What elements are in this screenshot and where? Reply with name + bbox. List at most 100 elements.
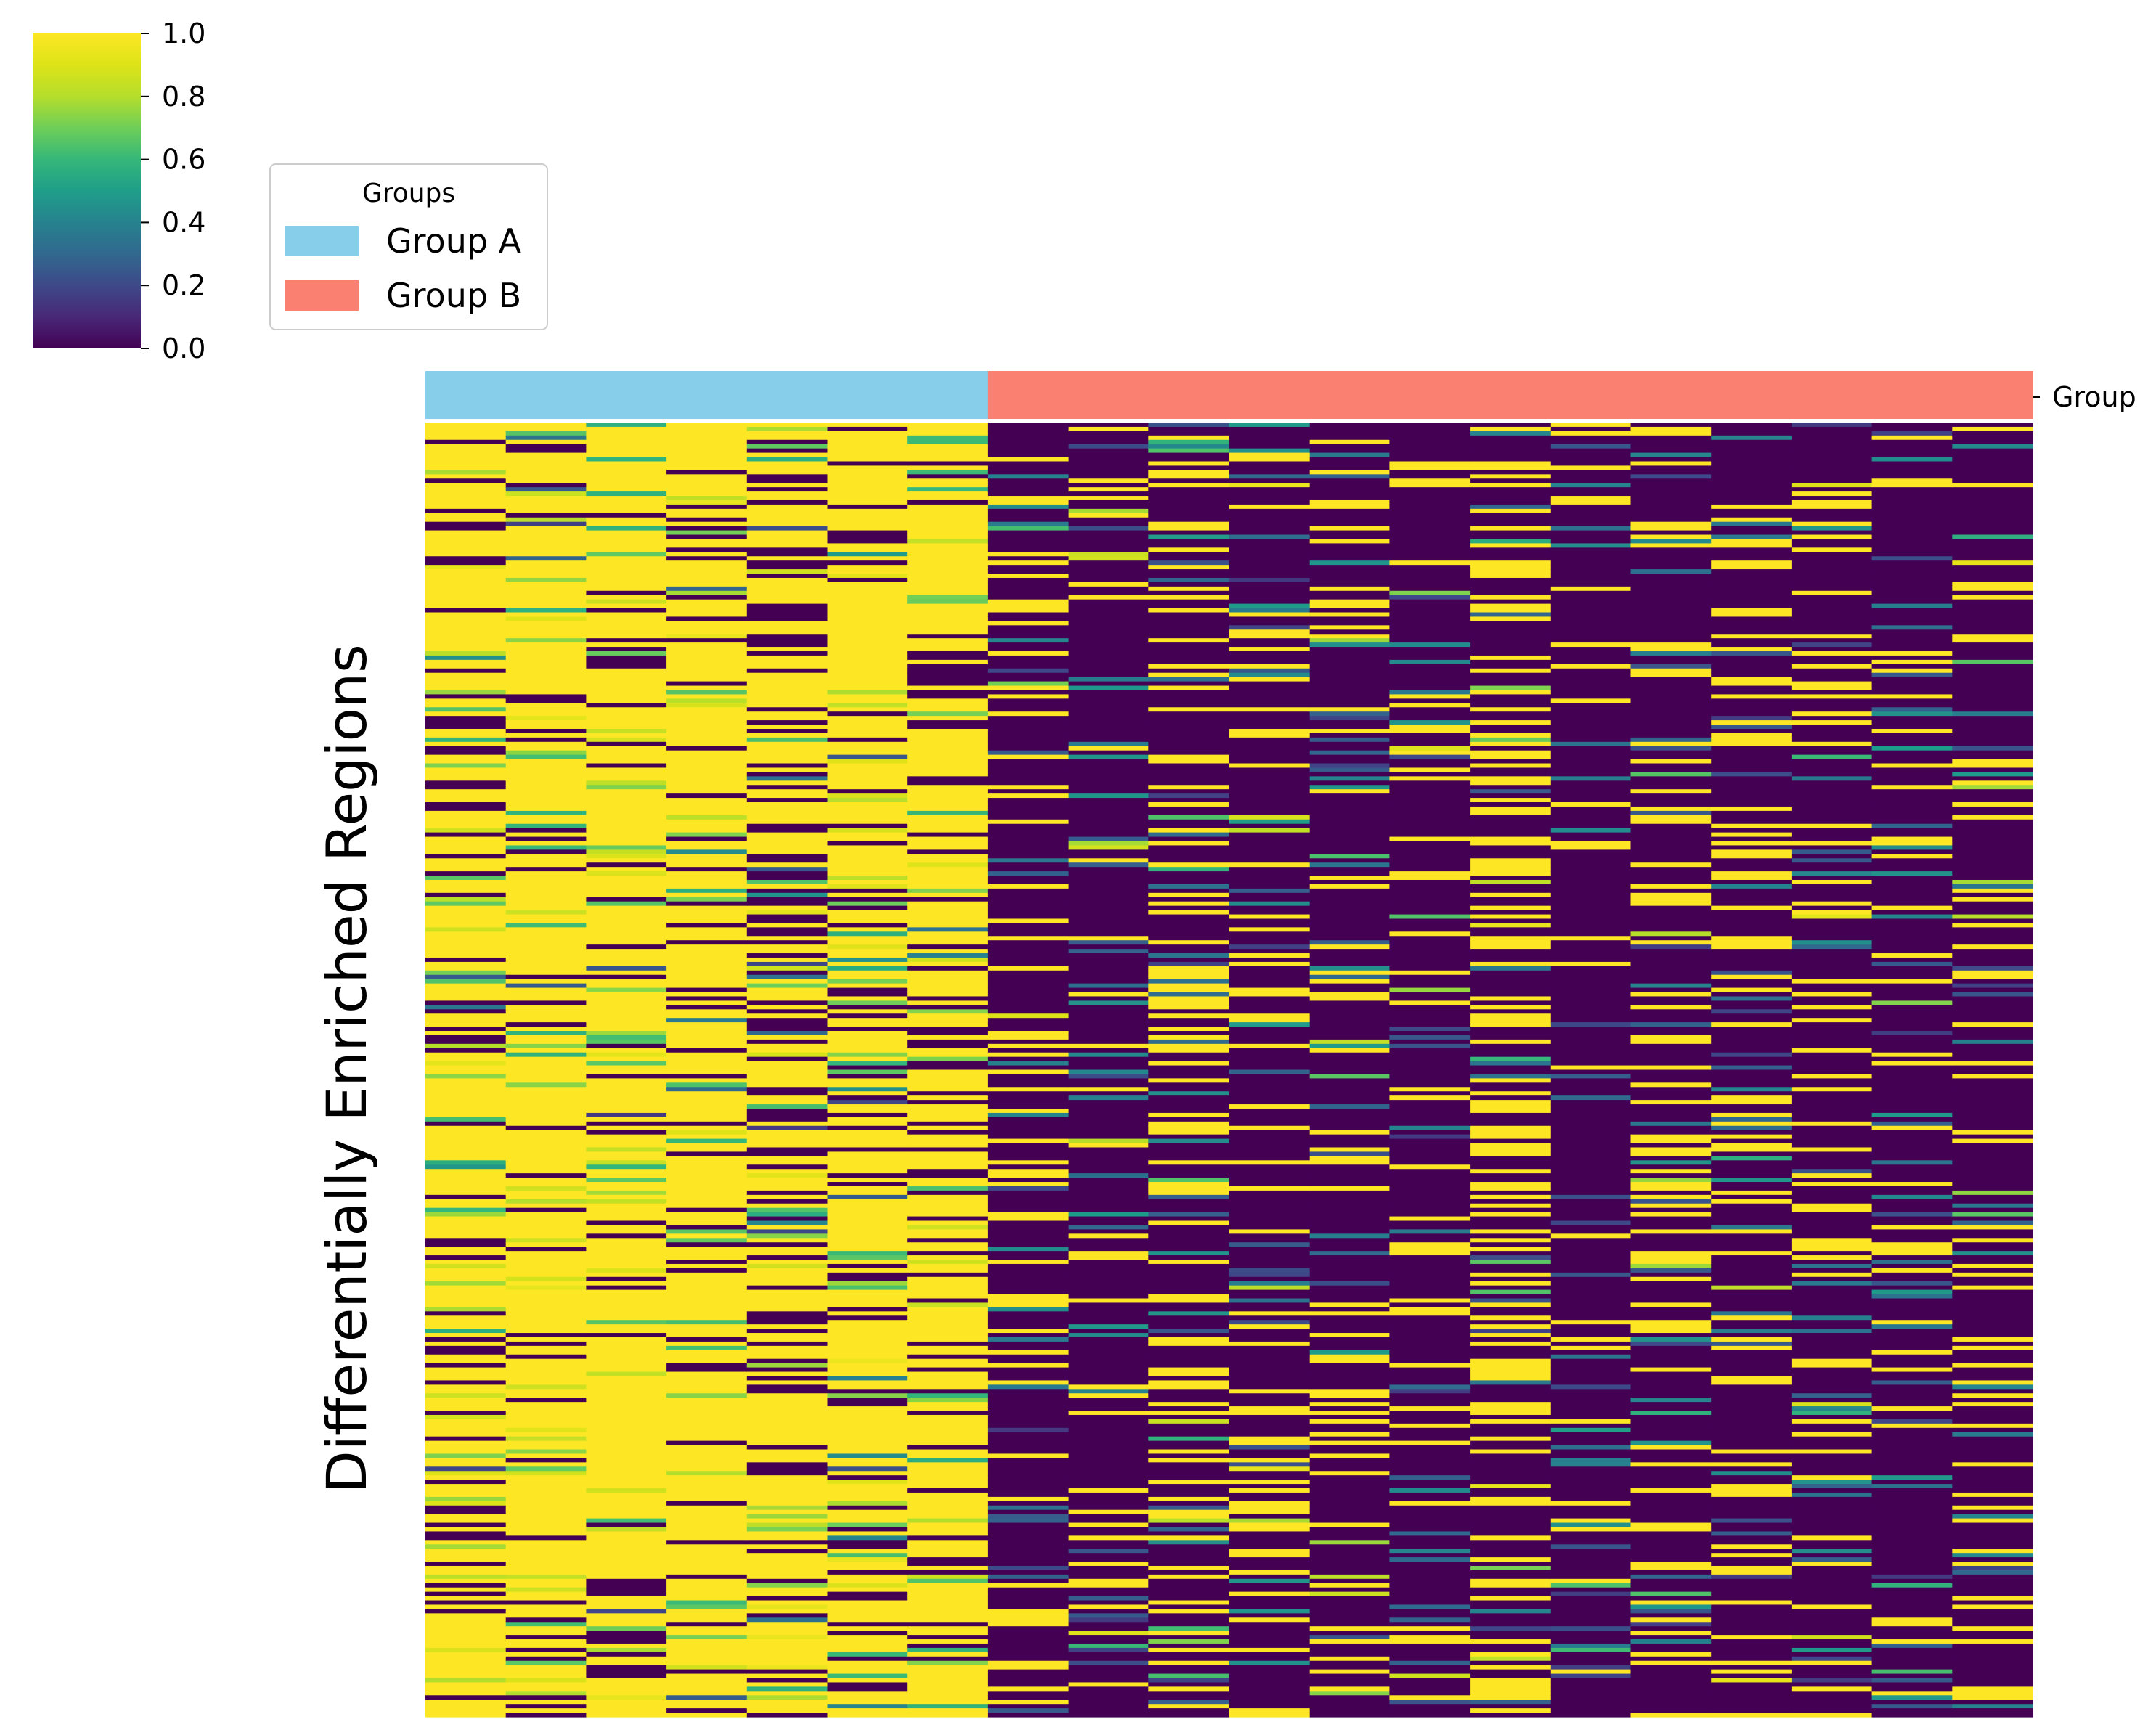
heatmap-cell bbox=[827, 1600, 908, 1606]
heatmap-cell bbox=[505, 1708, 587, 1713]
heatmap-cell bbox=[1309, 974, 1390, 980]
heatmap-cell bbox=[586, 444, 667, 449]
heatmap-cell bbox=[425, 1596, 507, 1602]
group-bar-cell bbox=[666, 371, 748, 419]
heatmap-cell bbox=[505, 668, 587, 674]
heatmap-cell bbox=[1470, 1380, 1551, 1385]
heatmap-cell bbox=[1630, 499, 1712, 505]
heatmap-cell bbox=[746, 423, 828, 428]
heatmap-cell bbox=[987, 1078, 1069, 1083]
heatmap-cell bbox=[666, 1022, 748, 1027]
heatmap-cell bbox=[1711, 504, 1792, 510]
heatmap-cell bbox=[666, 974, 748, 980]
heatmap-cell bbox=[1711, 448, 1792, 454]
heatmap-cell bbox=[1309, 1178, 1390, 1183]
heatmap-cell bbox=[1229, 823, 1310, 829]
heatmap-cell bbox=[1229, 905, 1310, 911]
heatmap-cell bbox=[1148, 1384, 1230, 1390]
heatmap-cell bbox=[1550, 560, 1632, 566]
heatmap-cell bbox=[1389, 1570, 1471, 1575]
heatmap-cell bbox=[907, 1376, 989, 1382]
heatmap-cell bbox=[1068, 1708, 1149, 1713]
heatmap-cell bbox=[1389, 1324, 1471, 1329]
heatmap-cell bbox=[746, 1095, 828, 1101]
heatmap-cell bbox=[1389, 1164, 1471, 1170]
heatmap-cell bbox=[425, 867, 507, 872]
heatmap-cell bbox=[1389, 949, 1471, 954]
heatmap-cell bbox=[907, 1665, 989, 1670]
heatmap-cell bbox=[586, 1307, 667, 1312]
heatmap-cell bbox=[1148, 1164, 1230, 1170]
heatmap-cell bbox=[1389, 1069, 1471, 1075]
heatmap-cell bbox=[746, 1048, 828, 1053]
heatmap-cell bbox=[1630, 1186, 1712, 1191]
heatmap-cell bbox=[1389, 1272, 1471, 1278]
heatmap-cell bbox=[1389, 435, 1471, 441]
heatmap-cell bbox=[1148, 577, 1230, 583]
heatmap-cell bbox=[1550, 543, 1632, 548]
heatmap-cell bbox=[666, 1713, 748, 1718]
heatmap-cell bbox=[505, 1354, 587, 1360]
heatmap-cell bbox=[1229, 1557, 1310, 1562]
heatmap-cell bbox=[1229, 1108, 1310, 1114]
heatmap-cell bbox=[1309, 1704, 1390, 1709]
heatmap-cell bbox=[1470, 1027, 1551, 1032]
heatmap-cell bbox=[425, 1121, 507, 1127]
colorbar-tick-label: 0.2 bbox=[162, 269, 205, 301]
heatmap-cell bbox=[1148, 1440, 1230, 1446]
heatmap-cell bbox=[1389, 461, 1471, 467]
heatmap-cell bbox=[666, 1035, 748, 1040]
heatmap-cell bbox=[425, 931, 507, 937]
heatmap-cell bbox=[1389, 504, 1471, 510]
heatmap-cell bbox=[1148, 1509, 1230, 1515]
heatmap-cell bbox=[1148, 780, 1230, 786]
heatmap-cell bbox=[827, 574, 908, 579]
heatmap-cell bbox=[1229, 1549, 1310, 1554]
heatmap-cell bbox=[1309, 1384, 1390, 1390]
heatmap-cell bbox=[1630, 526, 1712, 531]
heatmap-cell bbox=[907, 586, 989, 592]
heatmap-cell bbox=[987, 1091, 1069, 1096]
heatmap-cell bbox=[1550, 1432, 1632, 1437]
heatmap-cell bbox=[1389, 1268, 1471, 1273]
heatmap-cell bbox=[987, 569, 1069, 574]
heatmap-cell bbox=[1148, 1112, 1230, 1118]
heatmap-cell bbox=[1711, 517, 1792, 523]
heatmap-cell bbox=[987, 465, 1069, 470]
heatmap-cell bbox=[666, 979, 748, 984]
heatmap-cell bbox=[1630, 1522, 1712, 1528]
heatmap-cell bbox=[1148, 832, 1230, 838]
heatmap-cell bbox=[425, 677, 507, 682]
heatmap-cell bbox=[1470, 1565, 1551, 1571]
heatmap-cell bbox=[1068, 1414, 1149, 1420]
heatmap-cell bbox=[666, 1164, 748, 1170]
heatmap-cell bbox=[907, 1591, 989, 1597]
heatmap-cell bbox=[1470, 1505, 1551, 1511]
heatmap-cell bbox=[1148, 608, 1230, 613]
heatmap-cell bbox=[1389, 871, 1471, 876]
heatmap-cell bbox=[425, 1574, 507, 1580]
heatmap-cell bbox=[1148, 1578, 1230, 1584]
heatmap-cell bbox=[1068, 1009, 1149, 1014]
heatmap-cell bbox=[425, 556, 507, 561]
heatmap-cell bbox=[1711, 772, 1792, 777]
heatmap-cell bbox=[1630, 1112, 1712, 1118]
heatmap-cell bbox=[1711, 655, 1792, 661]
heatmap-cell bbox=[907, 1160, 989, 1165]
heatmap-cell bbox=[1229, 1052, 1310, 1058]
heatmap-cell bbox=[1148, 1673, 1230, 1679]
heatmap-cell bbox=[1068, 1475, 1149, 1480]
heatmap-cell bbox=[827, 1596, 908, 1602]
heatmap-cell bbox=[1711, 754, 1792, 760]
heatmap-cell bbox=[1630, 1652, 1712, 1657]
heatmap-cell bbox=[1550, 1263, 1632, 1269]
heatmap-cell bbox=[987, 815, 1069, 820]
heatmap-cell bbox=[1470, 1475, 1551, 1480]
heatmap-cell bbox=[1389, 1350, 1471, 1355]
group-bar-cell bbox=[1309, 371, 1390, 419]
heatmap-cell bbox=[1389, 1635, 1471, 1640]
heatmap-cell bbox=[987, 1276, 1069, 1282]
heatmap-cell bbox=[1470, 491, 1551, 497]
heatmap-cell bbox=[1389, 1700, 1471, 1705]
heatmap-cell bbox=[1470, 759, 1551, 764]
